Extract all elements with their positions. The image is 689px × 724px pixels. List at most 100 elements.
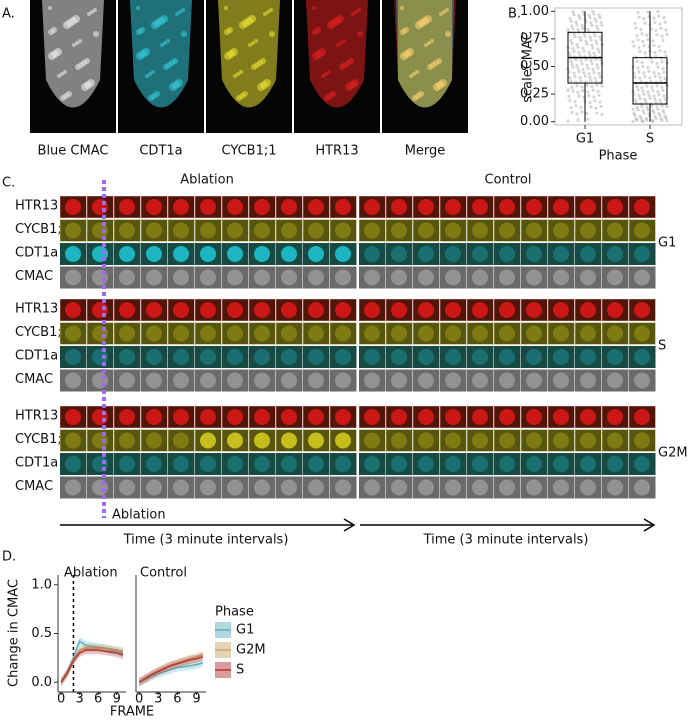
tile-tint	[602, 243, 629, 265]
channel-label: CYCB1;1	[15, 325, 70, 340]
jitter-point	[638, 76, 642, 80]
nucleus	[499, 479, 515, 496]
nucleus	[65, 199, 81, 215]
jitter-point	[575, 42, 579, 47]
jitter-point	[585, 42, 589, 46]
jitter-point	[587, 72, 591, 76]
jitter-point	[637, 93, 641, 98]
jitter-point	[638, 114, 642, 118]
tile-tint	[195, 453, 222, 475]
tile	[359, 453, 386, 475]
jitter-point	[575, 63, 579, 67]
jitter-point	[665, 119, 669, 123]
tile	[60, 346, 87, 368]
tile-tint	[467, 322, 494, 345]
nucleus	[634, 302, 650, 318]
cell	[169, 83, 177, 91]
jitter-point	[599, 104, 603, 108]
nucleus	[364, 302, 380, 318]
jitter-point	[647, 93, 651, 97]
cell	[224, 6, 228, 10]
jitter-point	[594, 19, 598, 24]
jitter-point	[578, 75, 582, 80]
cell	[324, 72, 328, 76]
x-tick-label: 9	[192, 692, 200, 707]
jitter-point	[591, 67, 595, 71]
nucleus	[580, 409, 596, 425]
cell	[263, 12, 267, 16]
cell	[75, 41, 79, 45]
nucleus	[580, 222, 596, 239]
jitter-point	[585, 111, 589, 116]
tile-tint	[548, 322, 575, 345]
nucleus	[607, 456, 623, 472]
cell	[178, 10, 182, 14]
x-tick-label: 3	[154, 692, 162, 707]
nucleus	[281, 456, 297, 472]
jitter-point	[569, 59, 573, 63]
nucleus	[200, 325, 216, 342]
tile	[440, 266, 467, 289]
panel-label: C.	[2, 176, 15, 191]
tile-tint	[575, 322, 602, 345]
cell	[433, 83, 441, 91]
tile	[413, 453, 440, 475]
tile	[575, 346, 602, 368]
tile-tint	[629, 429, 656, 452]
nucleus	[281, 479, 297, 496]
nucleus	[499, 269, 515, 286]
tile-tint	[359, 322, 386, 345]
tile-tint	[548, 219, 575, 242]
legend-label: S	[236, 663, 244, 678]
nucleus	[418, 325, 434, 342]
jitter-point	[592, 51, 596, 55]
tile	[386, 453, 413, 475]
nucleus	[418, 456, 434, 472]
nucleus	[92, 222, 108, 239]
jitter-point	[635, 85, 639, 89]
nucleus	[173, 432, 189, 449]
cell	[312, 6, 316, 10]
cell	[415, 21, 423, 29]
tile-tint	[629, 476, 656, 499]
jitter-point	[581, 10, 585, 14]
tile	[547, 219, 575, 242]
tile-tint	[521, 369, 548, 392]
jitter-point	[647, 69, 651, 74]
jitter-point	[580, 110, 584, 114]
series-line	[138, 661, 204, 683]
tile-tint	[575, 476, 602, 499]
nucleus	[173, 372, 189, 389]
jitter-point	[597, 50, 601, 54]
jitter-point	[588, 35, 592, 39]
tile-tint	[440, 346, 467, 368]
nucleus	[634, 269, 650, 286]
jitter-point	[590, 85, 594, 89]
tile-tint	[276, 476, 303, 499]
tile	[303, 369, 330, 392]
jitter-point	[646, 108, 650, 112]
nucleus	[391, 456, 407, 472]
tile	[602, 453, 629, 475]
y-tick-label: 0.75	[520, 31, 549, 46]
tile-tint	[168, 453, 195, 475]
nucleus	[445, 349, 461, 365]
nucleus	[526, 479, 542, 496]
jitter-point	[637, 70, 641, 74]
jitter-point	[655, 105, 659, 109]
nucleus	[146, 372, 162, 389]
tile	[574, 322, 602, 345]
jitter-point	[578, 53, 582, 58]
jitter-point	[589, 38, 593, 42]
tile-tint	[629, 453, 656, 475]
jitter-point	[663, 97, 667, 101]
jitter-point	[665, 32, 669, 36]
jitter-point	[599, 20, 603, 24]
tile	[467, 243, 494, 265]
cell	[60, 95, 66, 101]
tile-tint	[359, 429, 386, 452]
nucleus	[364, 349, 380, 365]
tile-tint	[413, 243, 440, 265]
facet-title: Ablation	[64, 566, 118, 581]
jitter-point	[638, 49, 642, 54]
